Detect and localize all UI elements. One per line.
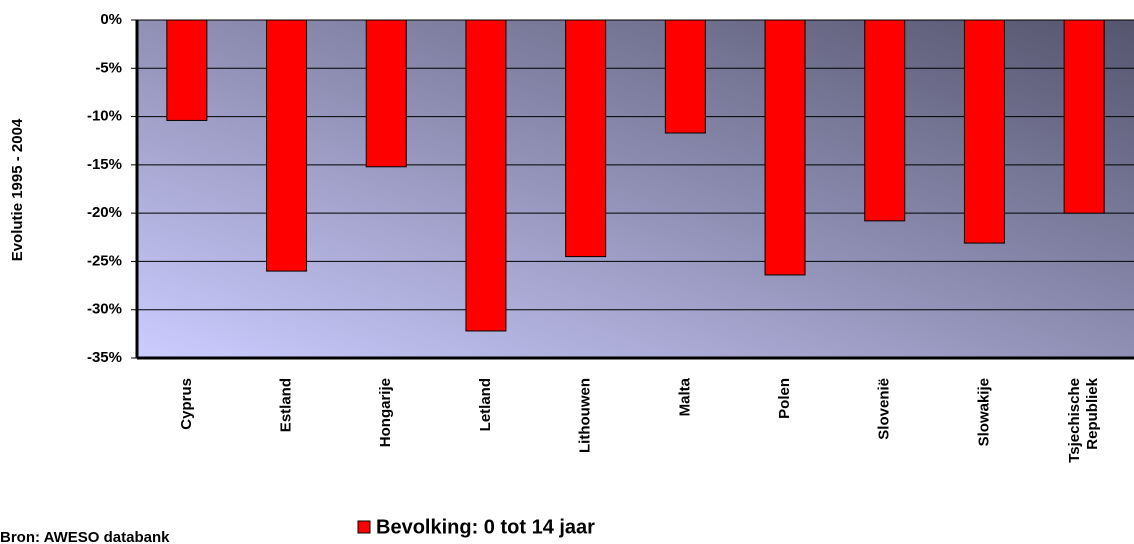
- bar: [764, 19, 806, 276]
- y-tick-label: 0%: [100, 11, 122, 28]
- bar: [266, 19, 308, 272]
- y-tick-label: -20%: [87, 204, 122, 221]
- y-tick-label: -5%: [95, 59, 122, 76]
- y-tick-label: -15%: [87, 156, 122, 173]
- x-tick-label: Estland: [278, 378, 295, 432]
- x-tick-label: Hongarije: [377, 378, 394, 447]
- bar: [664, 19, 706, 134]
- y-axis-title: Evolutie 1995 - 2004: [9, 118, 26, 261]
- bar: [465, 19, 507, 332]
- x-tick-label: Lithouwen: [577, 378, 594, 453]
- bar: [963, 19, 1005, 244]
- bar: [864, 19, 906, 222]
- x-tick-label: Polen: [776, 378, 793, 419]
- x-tick-label: Cyprus: [178, 378, 195, 430]
- bar: [166, 19, 208, 121]
- x-tick-label: Letland: [477, 378, 494, 431]
- x-tick-label-line: Republiek: [1084, 377, 1101, 449]
- y-tick-label: -30%: [87, 301, 122, 318]
- x-tick-label-line: Tsjechische: [1066, 378, 1083, 463]
- y-tick-label: -10%: [87, 108, 122, 125]
- x-tick-label: Slovenië: [876, 378, 893, 440]
- source-note: Bron: AWESO databank: [0, 529, 170, 544]
- x-tick-label: TsjechischeRepubliek: [1066, 377, 1101, 462]
- y-tick-label: -25%: [87, 252, 122, 269]
- bar: [365, 19, 407, 168]
- bar: [1063, 19, 1105, 214]
- y-tick-label: -35%: [87, 349, 122, 366]
- legend-swatch: [357, 520, 371, 534]
- bar: [565, 19, 607, 258]
- x-tick-label: Slowakije: [975, 378, 992, 446]
- legend-label: Bevolking: 0 tot 14 jaar: [376, 516, 595, 538]
- x-tick-label: Malta: [676, 377, 693, 416]
